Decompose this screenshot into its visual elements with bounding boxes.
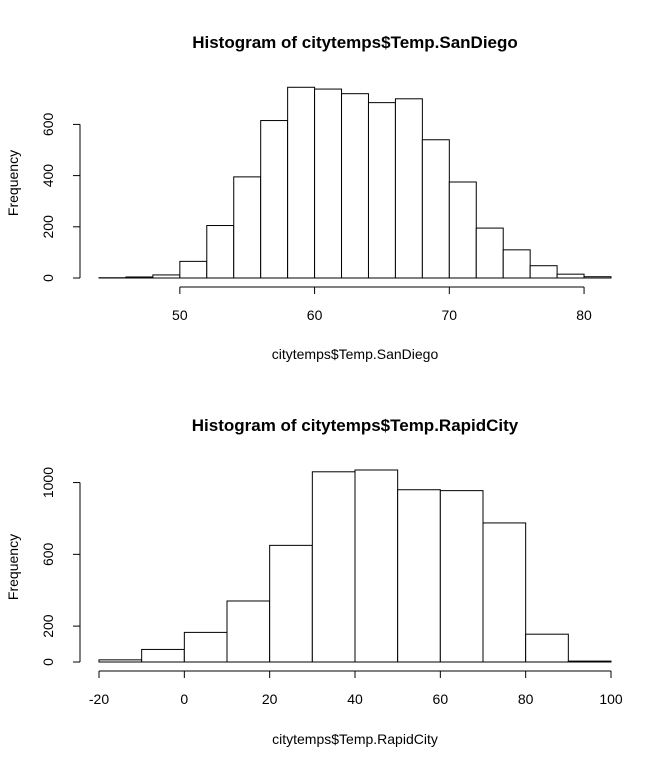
x-axis-label: citytemps$Temp.RapidCity <box>272 731 438 747</box>
histogram-bar <box>206 225 235 279</box>
x-tick-label: 0 <box>180 691 188 707</box>
histogram-san-diego: Histogram of citytemps$Temp.SanDiego cit… <box>5 33 612 362</box>
x-tick-label: 60 <box>307 307 323 323</box>
histogram-bar <box>583 276 612 279</box>
y-tick-label: 600 <box>40 542 56 566</box>
histogram-bar <box>152 274 181 279</box>
y-tick-label: 1000 <box>40 467 56 498</box>
y-axis-label: Frequency <box>5 150 21 216</box>
histogram-bar <box>179 260 208 279</box>
histogram-rapid-city: Histogram of citytemps$Temp.RapidCity ci… <box>5 416 623 747</box>
y-tick-label: 600 <box>40 113 56 137</box>
x-axis: 50 60 70 80 <box>172 286 592 323</box>
y-tick-label: 0 <box>40 274 56 282</box>
x-tick-label: 40 <box>347 691 363 707</box>
y-tick-label: 0 <box>40 658 56 666</box>
bars <box>98 469 612 663</box>
y-axis: 0 200 400 600 <box>40 113 81 282</box>
histogram-bar <box>314 88 343 279</box>
histogram-bar <box>529 265 558 279</box>
x-tick-label: 80 <box>576 307 592 323</box>
histogram-bar <box>269 544 313 663</box>
histogram-bar <box>354 469 399 663</box>
histogram-bar <box>311 471 356 663</box>
y-tick-label: 400 <box>40 164 56 188</box>
histogram-bar <box>125 276 154 279</box>
histogram-bar <box>475 227 504 279</box>
histogram-bar <box>98 659 143 663</box>
x-tick-label: 20 <box>262 691 278 707</box>
x-tick-label: 100 <box>599 691 623 707</box>
x-tick-label: 60 <box>433 691 449 707</box>
chart-title: Histogram of citytemps$Temp.RapidCity <box>192 416 519 435</box>
x-tick-label: 80 <box>518 691 534 707</box>
histogram-bar <box>367 102 396 279</box>
x-tick-label: 50 <box>172 307 188 323</box>
histogram-bar <box>567 660 612 663</box>
histogram-bar <box>421 139 450 279</box>
histogram-bar <box>439 490 484 663</box>
y-axis-label: Frequency <box>5 534 21 600</box>
chart-title: Histogram of citytemps$Temp.SanDiego <box>192 33 518 52</box>
x-axis-label: citytemps$Temp.SanDiego <box>272 346 439 362</box>
histogram-bar <box>556 273 585 279</box>
histogram-bar <box>394 98 423 279</box>
histogram-bar <box>502 249 531 279</box>
histogram-bar <box>525 633 569 663</box>
x-tick-label: 70 <box>442 307 458 323</box>
histogram-bar <box>287 86 316 279</box>
histogram-bar <box>233 176 262 279</box>
histogram-bar <box>260 120 289 279</box>
x-axis: -20 0 20 40 60 80 100 <box>89 670 623 707</box>
histogram-bar <box>448 181 477 279</box>
bars <box>98 86 612 279</box>
histogram-bar <box>226 600 271 663</box>
x-tick-label: -20 <box>89 691 109 707</box>
histogram-bar <box>341 93 369 279</box>
y-axis: 0 200 600 1000 <box>40 467 81 666</box>
histogram-bar <box>183 631 228 663</box>
y-tick-label: 200 <box>40 215 56 239</box>
y-tick-label: 200 <box>40 614 56 638</box>
histogram-bar <box>397 489 441 663</box>
histogram-bar <box>482 522 527 663</box>
histogram-bar <box>141 648 185 663</box>
